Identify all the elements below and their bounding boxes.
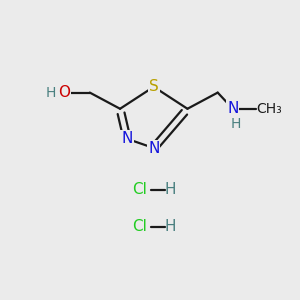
Text: N: N bbox=[227, 101, 238, 116]
Text: O: O bbox=[58, 85, 70, 100]
Text: H: H bbox=[231, 117, 242, 131]
Text: Cl: Cl bbox=[132, 219, 147, 234]
Text: H: H bbox=[164, 182, 176, 197]
Text: S: S bbox=[149, 79, 159, 94]
Text: CH₃: CH₃ bbox=[256, 102, 282, 116]
Text: Cl: Cl bbox=[132, 182, 147, 197]
Text: H: H bbox=[164, 219, 176, 234]
Text: N: N bbox=[148, 140, 159, 155]
Text: N: N bbox=[121, 131, 133, 146]
Text: H: H bbox=[46, 85, 56, 100]
